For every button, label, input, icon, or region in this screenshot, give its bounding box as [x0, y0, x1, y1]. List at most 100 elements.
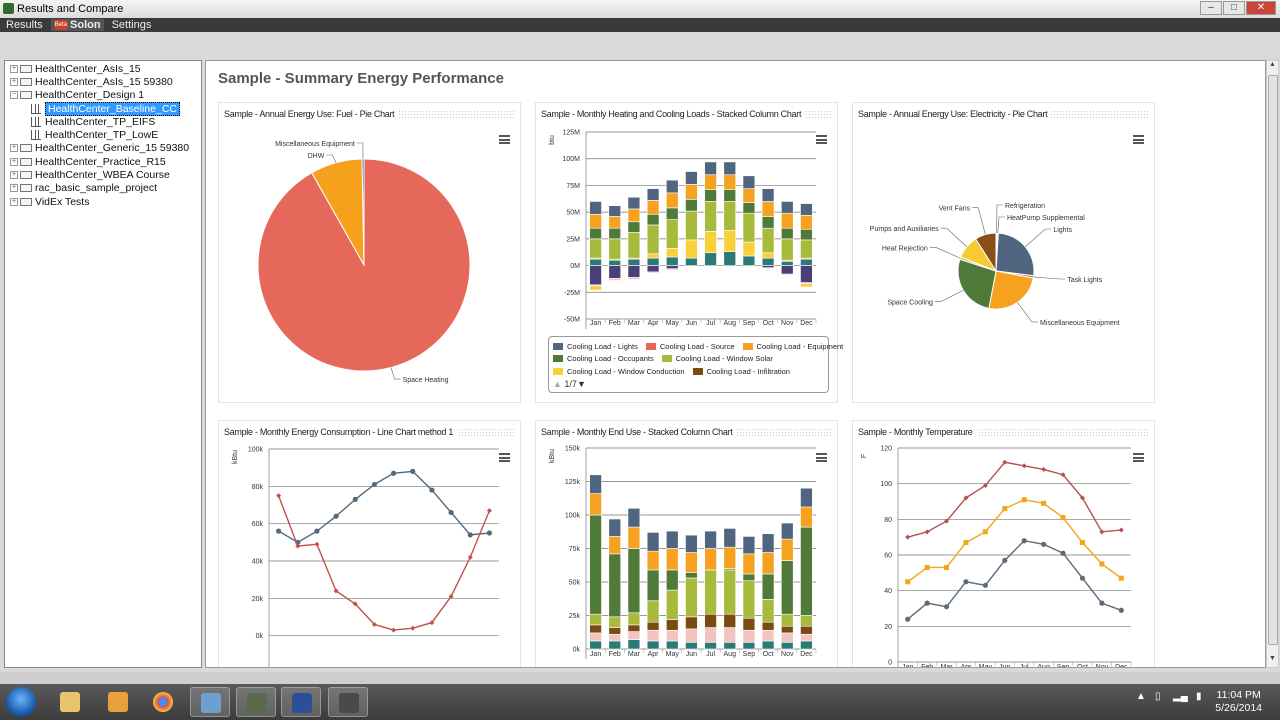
bar-segment[interactable]	[685, 210, 698, 241]
legend-item[interactable]: Cooling Load - Window Conduction	[553, 367, 685, 376]
bar-segment[interactable]	[666, 265, 679, 270]
data-point[interactable]	[410, 468, 416, 474]
expand-icon[interactable]: +	[10, 184, 18, 193]
bar-segment[interactable]	[646, 550, 660, 571]
data-point[interactable]	[1099, 529, 1105, 535]
chart-menu-icon[interactable]	[816, 135, 827, 144]
bar-segment[interactable]	[761, 599, 775, 623]
bar-segment[interactable]	[742, 553, 756, 575]
bar-segment[interactable]	[589, 201, 602, 215]
bar-segment[interactable]	[589, 640, 602, 650]
bar-segment[interactable]	[761, 640, 775, 650]
bar-segment[interactable]	[685, 552, 698, 573]
bar-segment[interactable]	[704, 252, 717, 266]
network-icon[interactable]: ▂▄	[1173, 691, 1188, 702]
bar-segment[interactable]	[627, 277, 641, 280]
bar-segment[interactable]	[589, 514, 602, 615]
data-point[interactable]	[1002, 557, 1008, 563]
bar-segment[interactable]	[704, 548, 717, 571]
data-point[interactable]	[1021, 463, 1027, 469]
bar-segment[interactable]	[608, 536, 621, 555]
data-point[interactable]	[944, 564, 950, 570]
bar-segment[interactable]	[723, 627, 736, 643]
bar-segment[interactable]	[666, 569, 679, 591]
bar-segment[interactable]	[761, 573, 775, 600]
data-point[interactable]	[371, 481, 378, 488]
volume-icon[interactable]: ▮	[1196, 691, 1202, 702]
chart-menu-icon[interactable]	[1133, 135, 1144, 144]
tree-item[interactable]: HealthCenter_TP_EIFS	[5, 115, 201, 128]
data-point[interactable]	[982, 529, 988, 535]
chart-menu-icon[interactable]	[1133, 453, 1144, 462]
scrollbar-thumb[interactable]	[1268, 75, 1278, 645]
data-point[interactable]	[390, 470, 397, 476]
bar-segment[interactable]	[800, 258, 813, 266]
data-point[interactable]	[275, 528, 282, 534]
bar-segment[interactable]	[627, 548, 641, 614]
bar-segment[interactable]	[666, 619, 679, 631]
bar-segment[interactable]	[589, 474, 602, 494]
taskbar-app-2[interactable]	[236, 687, 276, 717]
bar-segment[interactable]	[761, 188, 775, 202]
data-point[interactable]	[1099, 561, 1105, 567]
bar-segment[interactable]	[646, 532, 660, 552]
start-button[interactable]	[6, 687, 36, 717]
bar-segment[interactable]	[761, 252, 775, 259]
data-point[interactable]	[943, 604, 950, 610]
bar-segment[interactable]	[646, 257, 660, 266]
legend-prev-icon[interactable]: ▲	[553, 378, 565, 389]
bar-segment[interactable]	[685, 184, 698, 200]
data-point[interactable]	[333, 513, 339, 519]
legend-item[interactable]: Cooling Load - Source	[645, 342, 735, 351]
data-point[interactable]	[429, 487, 435, 493]
maximize-button[interactable]: □	[1223, 1, 1245, 15]
bar-segment[interactable]	[781, 642, 794, 650]
bar-segment[interactable]	[704, 613, 717, 628]
bar-segment[interactable]	[646, 188, 660, 201]
vertical-scrollbar[interactable]: ▲ ▼	[1266, 60, 1279, 668]
bar-segment[interactable]	[608, 259, 621, 266]
bar-segment[interactable]	[800, 625, 813, 635]
bar-segment[interactable]	[685, 572, 698, 579]
bar-segment[interactable]	[781, 522, 794, 540]
bar-segment[interactable]	[781, 238, 794, 261]
bar-segment[interactable]	[742, 629, 756, 643]
bar-segment[interactable]	[589, 493, 602, 516]
bar-segment[interactable]	[761, 257, 775, 266]
bar-segment[interactable]	[800, 526, 813, 616]
expand-icon[interactable]: +	[10, 157, 18, 166]
bar-segment[interactable]	[589, 285, 602, 291]
bar-segment[interactable]	[723, 528, 736, 548]
taskbar-outlook[interactable]	[98, 687, 138, 717]
bar-segment[interactable]	[646, 640, 660, 650]
bar-segment[interactable]	[800, 215, 813, 230]
bar-segment[interactable]	[742, 573, 756, 581]
pie-slice[interactable]	[995, 232, 1035, 277]
expand-icon[interactable]: +	[10, 144, 18, 153]
tree-item[interactable]: HealthCenter_Baseline_CC	[5, 101, 201, 116]
minimize-button[interactable]: –	[1200, 1, 1222, 15]
bar-segment[interactable]	[608, 216, 621, 229]
data-point[interactable]	[1060, 550, 1066, 556]
bar-segment[interactable]	[685, 239, 698, 259]
data-point[interactable]	[1002, 506, 1008, 512]
bar-segment[interactable]	[781, 560, 794, 615]
data-point[interactable]	[371, 621, 377, 627]
bar-segment[interactable]	[704, 627, 717, 643]
bar-segment[interactable]	[608, 205, 621, 217]
bar-segment[interactable]	[685, 199, 698, 212]
expand-icon[interactable]: +	[10, 64, 18, 73]
bar-segment[interactable]	[704, 201, 717, 232]
bar-segment[interactable]	[781, 625, 794, 634]
bar-segment[interactable]	[742, 536, 756, 555]
bar-segment[interactable]	[666, 640, 679, 650]
bar-segment[interactable]	[761, 552, 775, 575]
chart-menu-icon[interactable]	[499, 135, 510, 144]
bar-segment[interactable]	[608, 627, 621, 635]
collapse-icon[interactable]: −	[10, 91, 18, 100]
bar-segment[interactable]	[742, 175, 756, 189]
bar-segment[interactable]	[666, 207, 679, 220]
bar-segment[interactable]	[627, 639, 641, 650]
data-point[interactable]	[924, 564, 930, 570]
bar-segment[interactable]	[723, 201, 736, 231]
